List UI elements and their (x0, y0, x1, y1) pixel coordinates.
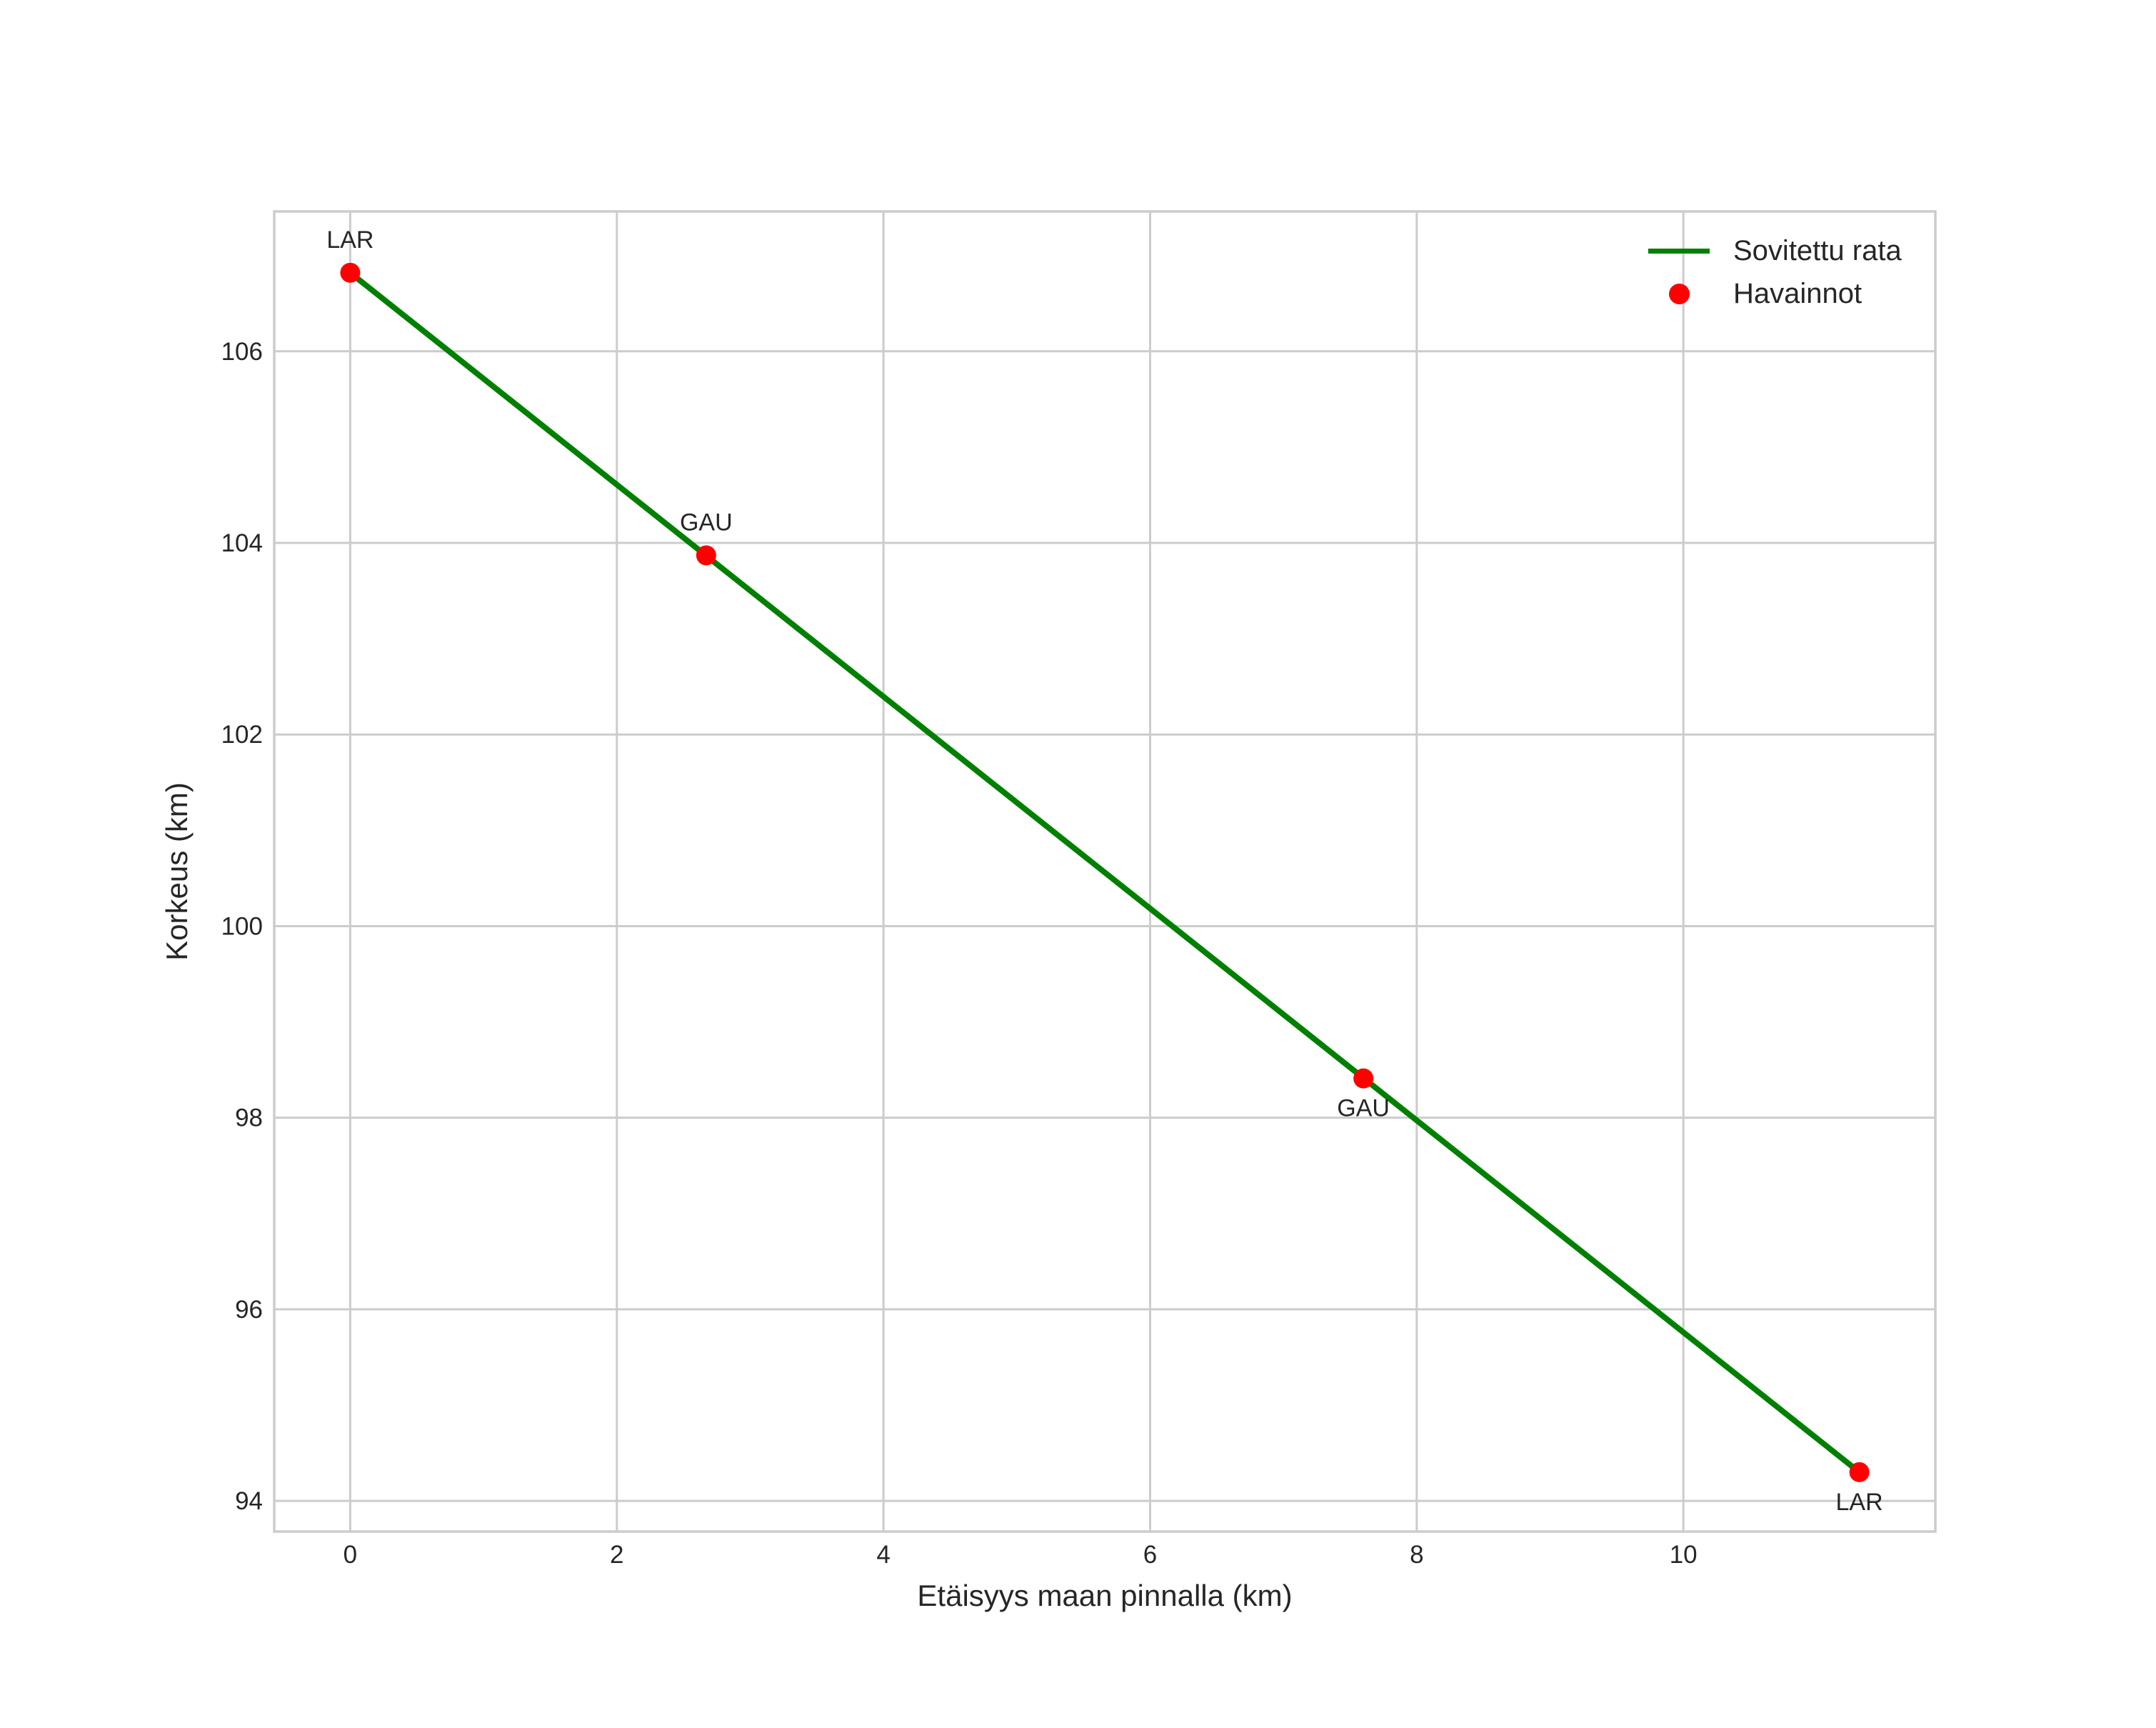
point-label-lar: LAR (326, 226, 373, 254)
fitted-line (347, 269, 1862, 1475)
y-tick-labels: 94 96 98 100 102 104 106 (221, 338, 263, 1515)
legend: Sovitettu rata Havainnot (1648, 229, 1902, 315)
plot-border (273, 210, 1937, 1533)
y-tick-label: 94 (235, 1487, 263, 1515)
legend-item-fitted-line: Sovitettu rata (1648, 229, 1902, 272)
x-tick-label: 4 (876, 1541, 890, 1569)
point-label-gau: GAU (1337, 1095, 1390, 1122)
legend-line-swatch (1648, 248, 1710, 254)
observation-point (1849, 1462, 1870, 1482)
x-tick-label: 0 (344, 1541, 357, 1569)
legend-item-observations: Havainnot (1648, 272, 1902, 315)
y-tick-label: 98 (235, 1104, 263, 1132)
observation-points: LAR GAU GAU LAR (326, 226, 1882, 1516)
observation-point (340, 262, 361, 283)
legend-label-fitted-line: Sovitettu rata (1733, 234, 1902, 266)
y-tick-label: 104 (221, 529, 263, 557)
y-axis-label: Korkeus (km) (160, 782, 194, 961)
observation-point (696, 545, 716, 566)
x-tick-label: 8 (1410, 1541, 1423, 1569)
x-tick-labels: 0 2 4 6 8 10 (344, 1541, 1698, 1569)
x-axis-label: Etäisyys maan pinnalla (km) (917, 1579, 1292, 1612)
point-label-gau: GAU (680, 509, 733, 536)
x-tick-label: 10 (1670, 1541, 1698, 1569)
legend-label-observations: Havainnot (1733, 277, 1862, 309)
gridlines (274, 211, 1935, 1532)
y-tick-label: 100 (221, 912, 263, 940)
y-tick-label: 106 (221, 338, 263, 366)
observation-point (1353, 1068, 1374, 1089)
point-label-lar: LAR (1836, 1489, 1883, 1516)
legend-swatch-column (1648, 248, 1710, 254)
y-tick-label: 96 (235, 1296, 263, 1324)
x-tick-label: 2 (610, 1541, 623, 1569)
x-tick-label: 6 (1143, 1541, 1157, 1569)
legend-dot-swatch (1668, 283, 1690, 304)
y-tick-label: 102 (221, 721, 263, 749)
legend-swatch-column (1648, 283, 1710, 304)
fitted-line-series (347, 269, 1862, 1475)
